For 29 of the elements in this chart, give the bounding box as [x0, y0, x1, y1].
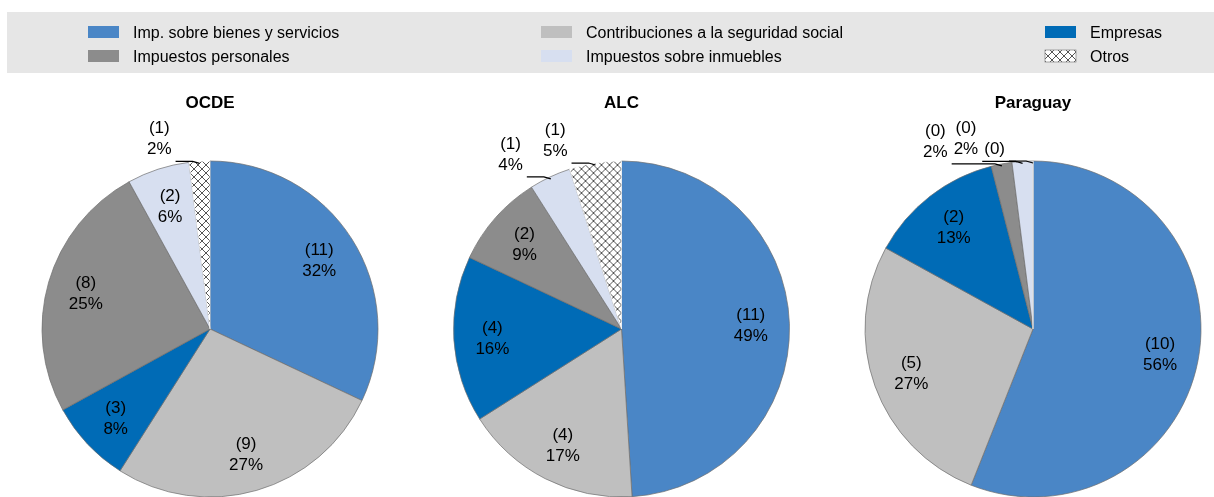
data-label: (4) 16% [475, 317, 510, 358]
data-label: (9) 27% [229, 433, 264, 474]
legend-label: Otros [1090, 48, 1130, 65]
legend-label: Imp. sobre bienes y servicios [133, 24, 340, 41]
data-label: (4) 17% [545, 424, 580, 465]
text: (0) [984, 139, 1005, 158]
pie-slice [569, 160, 622, 330]
legend-label: Empresas [1090, 24, 1163, 41]
chart-title: Paraguay [994, 93, 1072, 112]
legend-label: Contribuciones a la seguridad social [586, 24, 844, 41]
data-label: (5) 27% [894, 353, 929, 394]
chart-title: ALC [604, 93, 639, 112]
data-label: (2) 9% [512, 223, 537, 264]
data-label: (1) 2% [147, 118, 172, 159]
pie-slice [188, 160, 211, 330]
data-label: (0) 2% [923, 120, 948, 161]
data-label: (1) 5% [542, 120, 568, 161]
data-label: (3) 8% [103, 398, 128, 438]
data-label: (2) 13% [936, 207, 971, 248]
legend-label: Impuestos sobre inmuebles [586, 48, 782, 65]
data-label: (1) 4% [498, 133, 523, 174]
data-label: (8) 25% [68, 273, 103, 314]
data-label: (11) 32% [302, 240, 337, 281]
data-label: (0) 2% [953, 118, 979, 159]
data-label: (11) 49% [733, 305, 768, 346]
data-label: (2) 6% [157, 186, 183, 227]
data-label: (10) 56% [1143, 333, 1178, 374]
text: OCDE [185, 93, 235, 112]
legend-label: Impuestos personales [133, 48, 290, 65]
